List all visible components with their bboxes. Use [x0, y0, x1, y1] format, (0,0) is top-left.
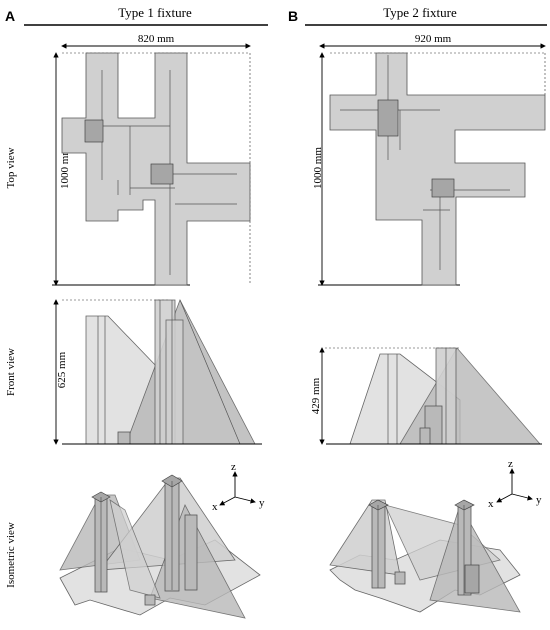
type2-front-view: 429 mm [310, 347, 542, 445]
type2-block [431, 178, 455, 198]
type1-column [165, 319, 184, 445]
type1-iso-plate [109, 499, 161, 599]
type1-y-axis [234, 496, 256, 504]
panel-a-header: A Type 1 fixture [5, 5, 268, 26]
type1-depth-label: 1000 mm [59, 147, 71, 189]
type1-isometric-view: z x y [59, 461, 265, 619]
type1-x-axis [219, 496, 236, 506]
type1-top-view: 820 mm 1000 mm [52, 33, 251, 286]
panel-a-title: Type 1 fixture [118, 5, 192, 20]
type2-plate-outline [329, 52, 546, 286]
row-label-front-view: Front view [5, 348, 17, 396]
panel-a-letter: A [5, 8, 15, 24]
type1-block [150, 163, 174, 185]
type1-block [84, 119, 104, 143]
type2-iso-foot-block [394, 571, 406, 585]
type2-iso-cap [368, 499, 389, 511]
type1-edge [179, 299, 241, 445]
type1-x-label: x [212, 501, 218, 513]
type2-height-label: 429 mm [310, 377, 322, 414]
panel-b-header: B Type 2 fixture [288, 5, 547, 26]
type1-iso-column [184, 514, 198, 591]
row-label-isometric-view: Isometric view [5, 522, 17, 588]
panel-b-letter: B [288, 8, 298, 24]
type2-width-label: 920 mm [415, 33, 452, 45]
type2-z-label: z [508, 458, 513, 470]
type1-y-label: y [259, 497, 265, 509]
type2-block [377, 99, 399, 137]
type1-width-label: 820 mm [138, 33, 175, 45]
type1-height-label: 625 mm [56, 351, 68, 388]
type2-isometric-view: z x y [329, 458, 542, 613]
type2-y-label: y [536, 494, 542, 506]
type2-top-view: 920 mm 1000 mm [312, 33, 546, 286]
type2-foot-block [419, 427, 431, 445]
type1-foot-block [117, 431, 131, 445]
row-label-top-view: Top view [5, 147, 17, 188]
type2-iso-block [464, 564, 480, 594]
type2-x-label: x [488, 498, 494, 510]
type2-iso-right-triangle [429, 503, 521, 613]
type1-z-label: z [231, 461, 236, 473]
panel-b-title: Type 2 fixture [383, 5, 457, 20]
type2-iso-column [371, 505, 386, 589]
type2-depth-label: 1000 mm [312, 147, 324, 189]
type2-iso-cap [454, 499, 475, 511]
type1-iso-foot-block [144, 594, 156, 606]
type2-y-axis [511, 493, 533, 501]
type2-x-axis [496, 493, 513, 503]
type1-front-view: 625 mm [53, 299, 262, 445]
